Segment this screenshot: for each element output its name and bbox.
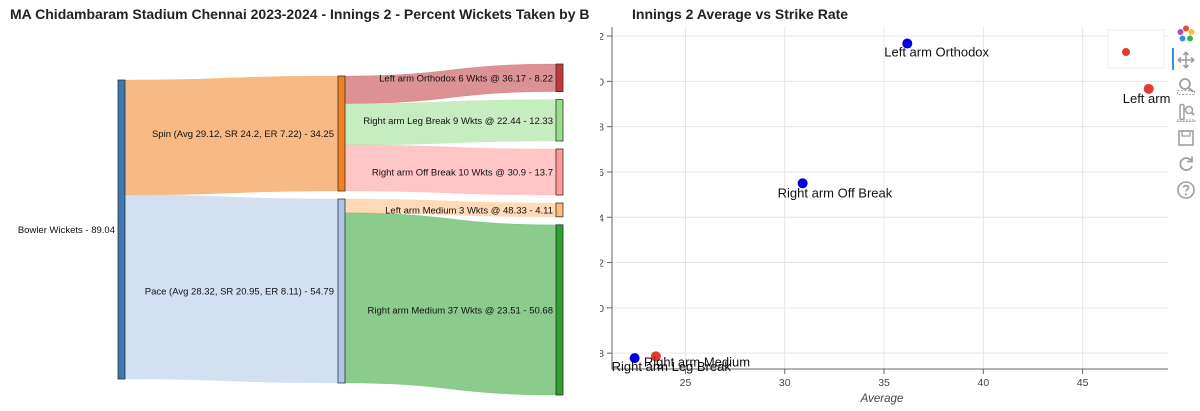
y-tick-label: 28 xyxy=(600,122,604,134)
sankey-node-label-root: Bowler Wickets - 89.04 xyxy=(18,225,115,236)
sankey-node-label-spin: Spin (Avg 29.12, SR 24.2, ER 7.22) - 34.… xyxy=(152,129,334,140)
plot-toolbar xyxy=(1172,22,1200,202)
scatter-point-right-arm-leg-break xyxy=(629,353,640,364)
legend-box xyxy=(1107,29,1165,69)
scatter-point-label-right-arm-medium: Right arm Medium xyxy=(644,354,750,369)
active-tool-indicator xyxy=(1172,48,1174,70)
sankey-node-root xyxy=(117,79,126,380)
sankey-link-pace-ram xyxy=(344,212,557,396)
legend-marker xyxy=(1122,48,1130,56)
sankey-node-lam xyxy=(555,202,564,218)
sankey-panel: MA Chidambaram Stadium Chennai 2023-2024… xyxy=(0,0,590,411)
help-icon[interactable] xyxy=(1176,180,1196,200)
x-tick-label: 35 xyxy=(878,377,890,389)
sankey-node-label-lam: Left arm Medium 3 Wkts @ 48.33 - 4.11 xyxy=(385,205,553,216)
scatter-point-label-right-arm-off-break: Right arm Off Break xyxy=(778,185,893,200)
scatter-plot: 25303540451820222426283032AverageStrike … xyxy=(600,27,1170,405)
scatter-point-left-arm xyxy=(1143,83,1154,94)
box-zoom-icon[interactable] xyxy=(1176,76,1196,96)
scatter-point-left-arm-orthodox xyxy=(902,38,913,49)
sankey-node-label-ralb: Right arm Leg Break 9 Wkts @ 22.44 - 12.… xyxy=(363,116,553,127)
sankey-diagram: Bowler Wickets - 89.04 Spin (Avg 29.12, S… xyxy=(18,63,564,396)
y-tick-label: 22 xyxy=(600,258,604,270)
scatter-panel: Innings 2 Average vs Strike Rate 25 30 35 4… xyxy=(600,0,1170,411)
sankey-node-lao xyxy=(555,63,564,93)
y-tick-label: 24 xyxy=(600,212,604,224)
sankey-node-raob xyxy=(555,148,564,196)
x-tick-label: 45 xyxy=(1077,377,1089,389)
scatter-title: Innings 2 Average vs Strike Rate xyxy=(632,6,849,22)
save-icon[interactable] xyxy=(1176,128,1196,148)
wheel-zoom-icon[interactable] xyxy=(1176,102,1196,122)
sankey-node-pace xyxy=(337,198,346,384)
x-tick-label: 25 xyxy=(680,377,692,389)
y-tick-label: 18 xyxy=(600,348,604,360)
sankey-node-label-raob: Right arm Off Break 10 Wkts @ 30.9 - 13.… xyxy=(372,168,553,179)
sankey-node-label-ram: Right arm Medium 37 Wkts @ 23.51 - 50.68 xyxy=(368,305,553,316)
sankey-node-label-pace: Pace (Avg 28.32, SR 20.95, ER 8.11) - 54… xyxy=(145,287,334,298)
x-axis-label: Average xyxy=(860,393,904,405)
sankey-title: MA Chidambaram Stadium Chennai 2023-2024… xyxy=(10,6,590,22)
scatter-point-right-arm-medium xyxy=(650,351,661,362)
y-tick-label: 30 xyxy=(600,76,604,88)
sankey-node-ram xyxy=(555,224,564,396)
reset-icon[interactable] xyxy=(1176,154,1196,174)
scatter-point-right-arm-off-break xyxy=(797,178,808,189)
y-tick-label: 26 xyxy=(600,167,604,179)
scatter-point-label-right-arm-leg-break: Right arm Leg Break xyxy=(612,359,732,374)
bokeh-logo-icon[interactable] xyxy=(1176,24,1196,44)
pan-icon[interactable] xyxy=(1176,50,1196,70)
sankey-node-ralb xyxy=(555,99,564,142)
sankey-node-spin xyxy=(337,75,346,192)
y-tick-label: 32 xyxy=(600,31,604,43)
x-tick-label: 40 xyxy=(977,377,989,389)
y-tick-label: 20 xyxy=(600,303,604,315)
x-tick-label: 30 xyxy=(779,377,791,389)
scatter-point-label-left-arm-orthodox: Left arm Orthodox xyxy=(884,45,989,60)
scatter-point-label-left-arm: Left arm xyxy=(1123,91,1170,106)
sankey-node-label-lao: Left arm Orthodox 6 Wkts @ 36.17 - 8.22 xyxy=(379,73,553,84)
